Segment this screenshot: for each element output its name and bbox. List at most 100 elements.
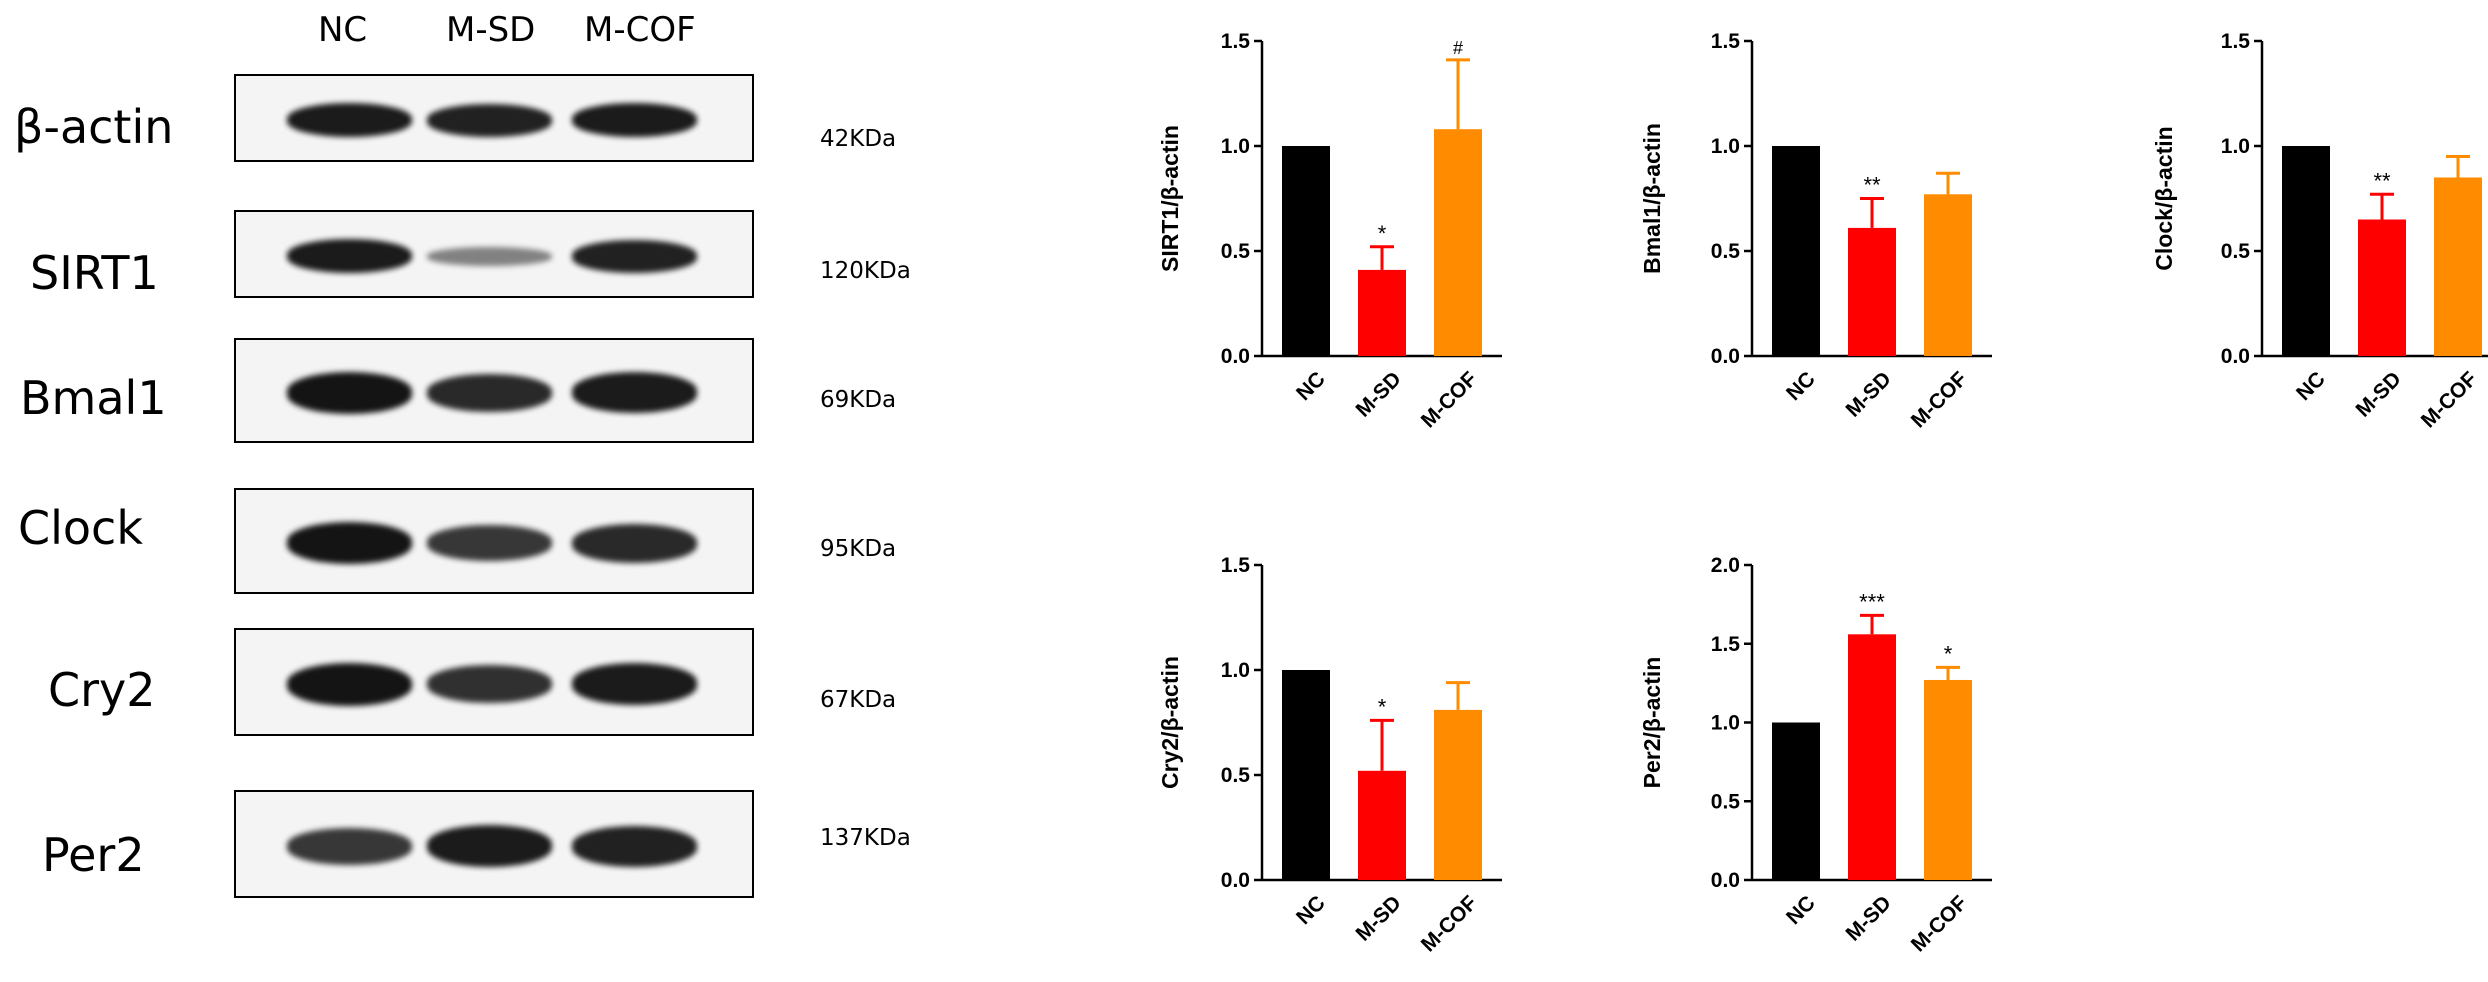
x-tick-label: M-SD — [1352, 891, 1406, 945]
significance-mark: * — [1378, 221, 1387, 246]
bar-nc — [1282, 146, 1330, 356]
blot-label-5: Per2 — [42, 828, 145, 882]
x-tick-label: NC — [2292, 367, 2330, 405]
y-tick-label: 1.0 — [1221, 659, 1250, 682]
x-tick-label: M-COF — [2417, 367, 2482, 432]
blot-strip-1 — [234, 210, 754, 298]
bar-nc — [1282, 670, 1330, 880]
x-tick-label: M-COF — [1417, 891, 1482, 956]
y-axis-label: Bmal1/β-actin — [1639, 123, 1665, 274]
y-tick-label: 0.5 — [1221, 240, 1251, 263]
blot-band — [287, 522, 412, 564]
blot-band — [427, 525, 552, 561]
bar-m-sd — [1848, 227, 1896, 356]
significance-mark: *** — [1859, 589, 1885, 614]
blot-label-2: Bmal1 — [20, 371, 167, 425]
bar-m-sd — [1848, 634, 1896, 880]
y-tick-label: 0.5 — [2221, 240, 2251, 263]
blot-strip-3 — [234, 488, 754, 594]
x-tick-label: M-COF — [1907, 891, 1972, 956]
kda-label-5: 137KDa — [820, 825, 911, 851]
y-tick-label: 0.0 — [1711, 869, 1740, 892]
bar-m-cof — [2434, 177, 2482, 356]
blot-band — [427, 247, 552, 266]
kda-label-3: 95KDa — [820, 536, 897, 562]
significance-mark: ** — [1863, 173, 1881, 198]
y-axis-label: Clock/β-actin — [2151, 126, 2177, 270]
y-tick-label: 0.0 — [1221, 345, 1250, 368]
y-tick-label: 2.0 — [1711, 554, 1740, 577]
significance-mark: # — [1453, 38, 1463, 58]
y-tick-label: 1.5 — [1711, 30, 1741, 53]
y-tick-label: 0.5 — [1221, 764, 1251, 787]
kda-label-4: 67KDa — [820, 687, 897, 713]
blot-band — [572, 240, 697, 273]
blot-band — [287, 828, 412, 865]
y-axis-label: SIRT1/β-actin — [1157, 125, 1183, 272]
kda-label-1: 120KDa — [820, 258, 911, 284]
y-tick-label: 1.5 — [2221, 30, 2251, 53]
y-axis-label: Cry2/β-actin — [1157, 656, 1183, 789]
bar-m-sd — [1358, 770, 1406, 880]
blot-band — [572, 826, 697, 867]
blot-band — [287, 239, 412, 273]
blot-label-3: Clock — [18, 501, 143, 555]
blot-band — [427, 665, 552, 703]
bar-nc — [1772, 722, 1820, 880]
kda-label-0: 42KDa — [820, 126, 897, 152]
x-tick-label: NC — [1782, 891, 1820, 929]
blot-band — [572, 372, 697, 413]
y-tick-label: 0.0 — [2221, 345, 2250, 368]
blot-band — [287, 372, 412, 414]
y-tick-label: 1.5 — [1221, 554, 1251, 577]
y-tick-label: 1.0 — [1221, 135, 1250, 158]
x-tick-label: M-SD — [1842, 891, 1896, 945]
lane-label-mcof: M-COF — [584, 10, 696, 50]
significance-mark: ** — [2373, 168, 2391, 193]
x-tick-label: M-COF — [1417, 367, 1482, 432]
y-tick-label: 1.0 — [1711, 712, 1740, 735]
blot-label-0: β-actin — [14, 100, 174, 154]
bar-nc — [2282, 146, 2330, 356]
blot-strip-5 — [234, 790, 754, 898]
x-tick-label: M-SD — [1842, 367, 1896, 421]
blot-band — [572, 524, 697, 563]
bar-nc — [1772, 146, 1820, 356]
bar-m-sd — [1358, 269, 1406, 356]
blot-band — [287, 663, 412, 706]
x-tick-label: M-SD — [1352, 367, 1406, 421]
significance-mark: * — [1944, 641, 1953, 666]
x-tick-label: NC — [1292, 891, 1330, 929]
blot-strip-0 — [234, 74, 754, 162]
x-tick-label: M-SD — [2352, 367, 2406, 421]
bar-m-cof — [1434, 709, 1482, 880]
blot-label-4: Cry2 — [48, 663, 156, 717]
blot-band — [572, 663, 697, 705]
blot-band — [572, 103, 697, 137]
y-axis-label: Per2/β-actin — [1639, 657, 1665, 789]
y-tick-label: 0.5 — [1711, 240, 1741, 263]
blot-band — [427, 825, 552, 867]
y-tick-label: 1.0 — [1711, 135, 1740, 158]
blot-band — [427, 104, 552, 137]
bar-m-sd — [2358, 219, 2406, 356]
x-tick-label: M-COF — [1907, 367, 1972, 432]
x-tick-label: NC — [1782, 367, 1820, 405]
blot-strip-4 — [234, 628, 754, 736]
y-tick-label: 0.5 — [1711, 790, 1741, 813]
y-tick-label: 1.5 — [1221, 30, 1251, 53]
kda-label-2: 69KDa — [820, 387, 897, 413]
bar-m-cof — [1924, 194, 1972, 356]
y-tick-label: 0.0 — [1711, 345, 1740, 368]
significance-mark: * — [1378, 694, 1387, 719]
bar-m-cof — [1924, 679, 1972, 880]
blot-band — [427, 374, 552, 412]
blot-strip-2 — [234, 338, 754, 443]
x-tick-label: NC — [1292, 367, 1330, 405]
lane-label-nc: NC — [318, 10, 368, 50]
lane-label-msd: M-SD — [446, 10, 536, 50]
bar-m-cof — [1434, 129, 1482, 356]
y-tick-label: 1.5 — [1711, 633, 1741, 656]
